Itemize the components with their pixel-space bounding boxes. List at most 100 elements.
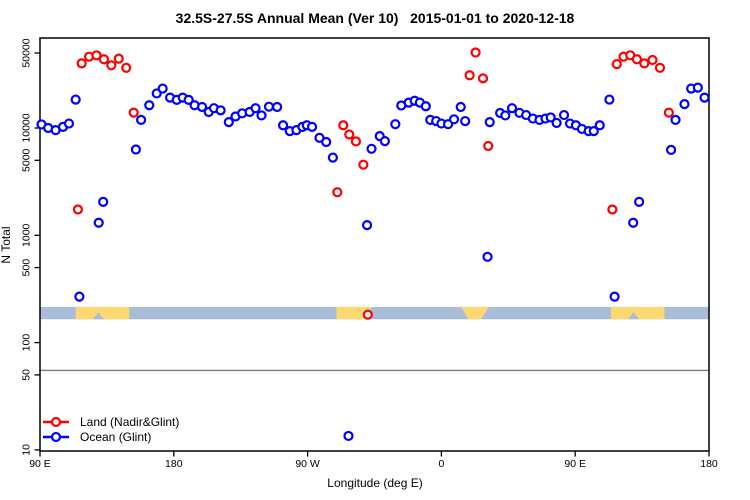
data-point-land [91, 50, 102, 61]
data-point-ocean [157, 83, 168, 94]
data-point-ocean [460, 115, 471, 127]
data-point-ocean [215, 105, 226, 116]
data-point-ocean [545, 112, 556, 123]
y-tick-label: 50 [21, 369, 33, 381]
data-point-ocean [634, 196, 645, 207]
data-point-ocean [609, 291, 620, 302]
data-point-ocean [321, 136, 332, 148]
data-point-ocean [665, 144, 677, 156]
band-notch [92, 312, 104, 320]
x-tick-label: 0 [438, 458, 444, 470]
plot-box [39, 37, 710, 452]
band-notch [627, 312, 640, 320]
y-tick-label: 500 [21, 259, 33, 277]
data-point-land [113, 53, 124, 64]
data-point-land [72, 204, 84, 215]
data-point-ocean [558, 109, 570, 121]
y-tick-label: 5000 [21, 148, 33, 172]
land-threshold-patch [610, 306, 665, 320]
y-tick-label: 50000 [21, 38, 33, 67]
data-point-land [470, 47, 481, 58]
data-point-ocean [361, 219, 373, 231]
data-point-ocean [70, 94, 81, 105]
data-point-ocean [679, 99, 690, 110]
data-point-land [106, 60, 117, 71]
data-point-land [121, 62, 132, 73]
x-tick-label: 90 E [564, 458, 586, 470]
data-point-ocean [263, 101, 275, 112]
data-point-ocean [670, 114, 681, 125]
y-tick-label: 10 [21, 444, 33, 456]
legend-label-ocean: Ocean (Glint) [80, 429, 152, 444]
y-tick-label: 10000 [21, 113, 33, 142]
data-point-ocean [379, 135, 391, 147]
data-point-ocean [390, 119, 401, 130]
data-point-ocean [420, 101, 431, 112]
data-point-ocean [594, 120, 605, 131]
data-point-ocean [343, 430, 354, 442]
land-threshold-patch [75, 306, 130, 320]
data-point-ocean [484, 116, 495, 128]
data-point-ocean [250, 103, 261, 114]
data-point-land [611, 59, 622, 70]
data-point-land [631, 54, 642, 65]
legend-item-land: Land (Nadir&Glint) [42, 414, 179, 429]
data-point-land [654, 62, 666, 73]
data-point-land [663, 107, 674, 118]
data-point-ocean [551, 117, 562, 129]
data-point-land [332, 187, 343, 198]
y-tick-label: 1000 [21, 223, 33, 247]
data-point-ocean [604, 94, 615, 105]
data-point-ocean [223, 116, 234, 128]
legend-item-ocean: Ocean (Glint) [42, 429, 179, 444]
data-point-ocean [135, 114, 147, 125]
data-point-ocean [130, 144, 141, 155]
data-point-ocean [93, 217, 104, 228]
land-threshold-patch [336, 306, 372, 320]
data-point-ocean [628, 217, 639, 228]
data-point-ocean [699, 92, 710, 103]
data-point-ocean [196, 101, 208, 113]
data-point-ocean [144, 100, 155, 111]
x-tick-label: 180 [700, 458, 718, 470]
data-point-land [362, 309, 373, 320]
data-point-land [607, 204, 618, 215]
data-point-ocean [183, 94, 194, 105]
data-point-ocean [482, 251, 493, 262]
x-tick-label: 90 E [29, 458, 51, 470]
x-axis-label: Longitude (deg E) [327, 476, 423, 490]
data-point-ocean [256, 110, 267, 121]
land-threshold-patch [460, 306, 489, 320]
ocean-marker-icon [43, 431, 69, 442]
data-point-land [483, 140, 494, 152]
x-tick-label: 90 W [295, 458, 320, 470]
data-point-land [98, 54, 110, 65]
data-point-ocean [327, 152, 338, 163]
y-tick-label: 100 [21, 334, 33, 352]
data-point-ocean [506, 103, 518, 114]
data-point-ocean [588, 126, 599, 137]
data-point-ocean [74, 291, 85, 302]
data-point-land [344, 129, 355, 140]
data-point-ocean [98, 196, 109, 207]
data-point-ocean [306, 121, 318, 132]
data-point-land [647, 54, 658, 66]
data-point-land [358, 159, 369, 170]
ocean-threshold-band [40, 306, 709, 320]
land-marker-icon [43, 416, 69, 427]
data-point-land [464, 70, 475, 81]
legend: Land (Nadir&Glint) Ocean (Glint) [42, 414, 179, 444]
data-point-ocean [448, 114, 460, 125]
data-point-ocean [692, 82, 703, 93]
data-point-land [338, 120, 349, 131]
data-point-land [128, 107, 139, 118]
data-point-land [76, 58, 87, 69]
legend-label-land: Land (Nadir&Glint) [80, 414, 180, 429]
data-point-ocean [272, 101, 283, 113]
data-point-land [477, 73, 489, 84]
data-point-ocean [63, 118, 75, 129]
data-point-land [639, 58, 650, 69]
data-point-ocean [277, 120, 289, 131]
